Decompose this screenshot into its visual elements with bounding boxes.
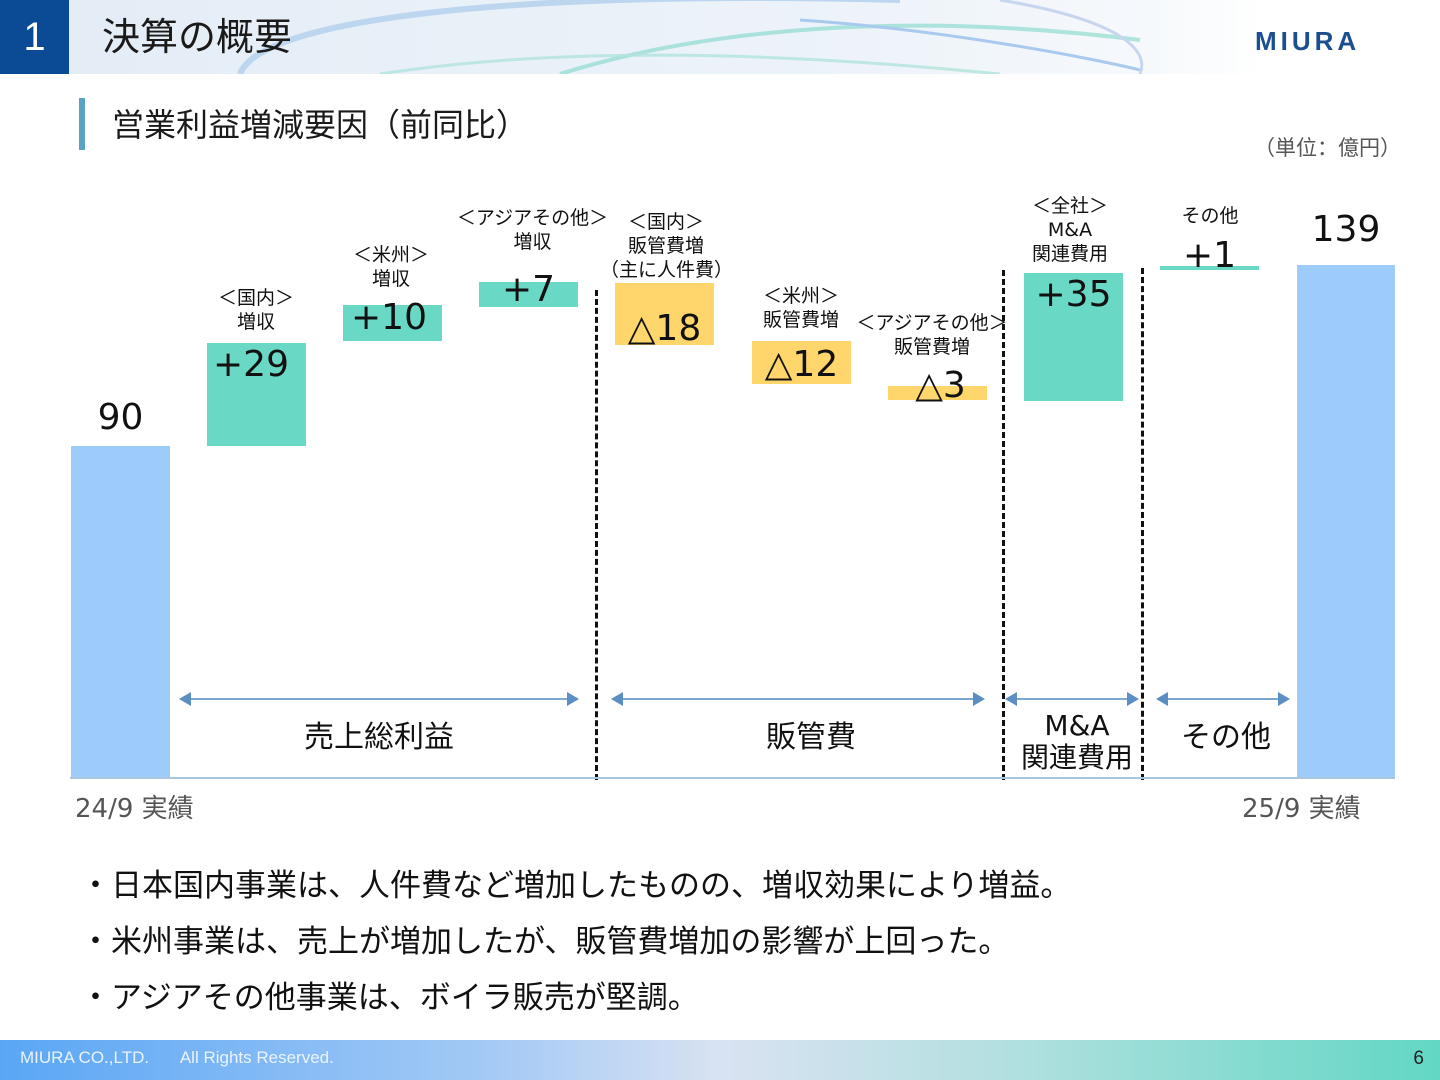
category-label-ma-costs: ＜全社＞ M&A 関連費用 <box>1014 194 1126 266</box>
group-label-sga: 販管費 <box>766 720 856 755</box>
value-other: +1 <box>1182 235 1237 276</box>
slide-footer: MIURA CO.,LTD. All Rights Reserved. 6 <box>0 1040 1440 1080</box>
bullet-item: ・アジアその他事業は、ボイラ販売が堅調。 <box>80 980 699 1016</box>
section-divider <box>595 290 598 780</box>
label-line: ＜アジアその他＞ <box>856 312 1008 334</box>
slide-header: 1 決算の概要 MIURA <box>0 0 1440 74</box>
group-span-arrow-sga <box>611 692 985 706</box>
category-label-domestic-sga: ＜国内＞ 販管費増 （主に人件費） <box>600 210 734 282</box>
group-span-arrow-gross-profit <box>179 692 579 706</box>
category-label-domestic-sales: ＜国内＞ 増収 <box>200 286 312 334</box>
value-americas-sga: △12 <box>764 344 839 385</box>
section-divider <box>1002 270 1005 780</box>
label-line: ＜全社＞ <box>1031 195 1108 217</box>
company-name: MIURA CO.,LTD. <box>20 1048 150 1067</box>
label-line: ＜アジアその他＞ <box>456 207 609 229</box>
label-line: 関連費用 <box>1020 741 1133 774</box>
label-line: 販管費増 <box>627 235 704 257</box>
unit-label: （単位：億円） <box>1254 136 1401 160</box>
label-line: 関連費用 <box>1031 243 1108 265</box>
section-title: 決算の概要 <box>102 15 293 59</box>
value-end: 139 <box>1311 209 1381 250</box>
rights-text: All Rights Reserved. <box>179 1048 334 1067</box>
bar-ma-costs <box>1024 273 1123 401</box>
value-americas-sales: +10 <box>351 297 427 338</box>
decorative-swoosh-icon <box>237 0 1144 74</box>
category-label-asia-sales: ＜アジアその他＞ 増収 <box>450 206 615 254</box>
commentary-bullets: ・日本国内事業は、人件費など増加したものの、増収効果により増益。 ・米州事業は、… <box>80 858 1071 1026</box>
label-line: 増収 <box>371 268 410 290</box>
subtitle-accent-bar <box>79 98 85 150</box>
value-domestic-sga: △18 <box>627 308 702 349</box>
value-domestic-sales: +29 <box>213 344 289 385</box>
x-label-end: 25/9 実績 <box>1242 794 1361 824</box>
label-line: M&A <box>1044 709 1110 742</box>
bullet-item: ・米州事業は、売上が増加したが、販管費増加の影響が上回った。 <box>80 924 1010 960</box>
bar-start-total <box>71 446 170 778</box>
label-line: （主に人件費） <box>600 259 734 281</box>
label-line: ＜国内＞ <box>627 211 704 233</box>
copyright: MIURA CO.,LTD. All Rights Reserved. <box>20 1048 334 1068</box>
bar-asia-sga <box>888 386 987 400</box>
section-divider <box>1141 268 1144 780</box>
bar-end-total <box>1297 265 1395 778</box>
label-line: 増収 <box>513 231 552 253</box>
value-asia-sales: +7 <box>501 269 556 310</box>
label-line: 販管費増 <box>762 309 839 331</box>
label-line: 販管費増 <box>893 336 970 358</box>
group-span-arrow-other <box>1156 692 1290 706</box>
page-number: 6 <box>1413 1048 1424 1069</box>
bar-americas-sga <box>752 341 851 384</box>
label-line: 増収 <box>236 311 275 333</box>
group-label-other: その他 <box>1181 720 1271 755</box>
category-label-other: その他 <box>1160 204 1260 228</box>
category-label-asia-sga: ＜アジアその他＞ 販管費増 <box>852 311 1012 359</box>
label-line: ＜米州＞ <box>352 244 429 266</box>
section-number: 1 <box>0 0 69 74</box>
bullet-item: ・日本国内事業は、人件費など増加したものの、増収効果により増益。 <box>80 868 1072 904</box>
miura-logo: MIURA <box>1255 26 1405 66</box>
value-asia-sga: △3 <box>915 365 966 406</box>
group-label-ma: M&A 関連費用 <box>1007 710 1147 774</box>
group-label-gross-profit: 売上総利益 <box>304 720 454 755</box>
label-line: ＜国内＞ <box>217 287 294 309</box>
category-label-americas-sales: ＜米州＞ 増収 <box>335 243 447 291</box>
category-label-americas-sga: ＜米州＞ 販管費増 <box>745 284 857 332</box>
label-line: その他 <box>1181 205 1239 227</box>
label-line: ＜米州＞ <box>762 285 839 307</box>
bar-other <box>1160 266 1259 270</box>
value-start: 90 <box>97 397 144 438</box>
bar-domestic-sales <box>207 343 306 446</box>
group-span-arrow-ma <box>1005 692 1139 706</box>
bar-domestic-sga <box>615 283 714 345</box>
bar-americas-sales <box>343 305 442 341</box>
slide-subtitle: 営業利益増減要因（前同比） <box>112 106 529 144</box>
logo-text: MIURA <box>1255 26 1361 56</box>
label-line: M&A <box>1047 219 1093 241</box>
value-ma-costs: +35 <box>1035 274 1112 315</box>
x-label-start: 24/9 実績 <box>75 794 194 824</box>
bar-asia-sales <box>479 282 578 307</box>
chart-baseline <box>70 777 1395 779</box>
